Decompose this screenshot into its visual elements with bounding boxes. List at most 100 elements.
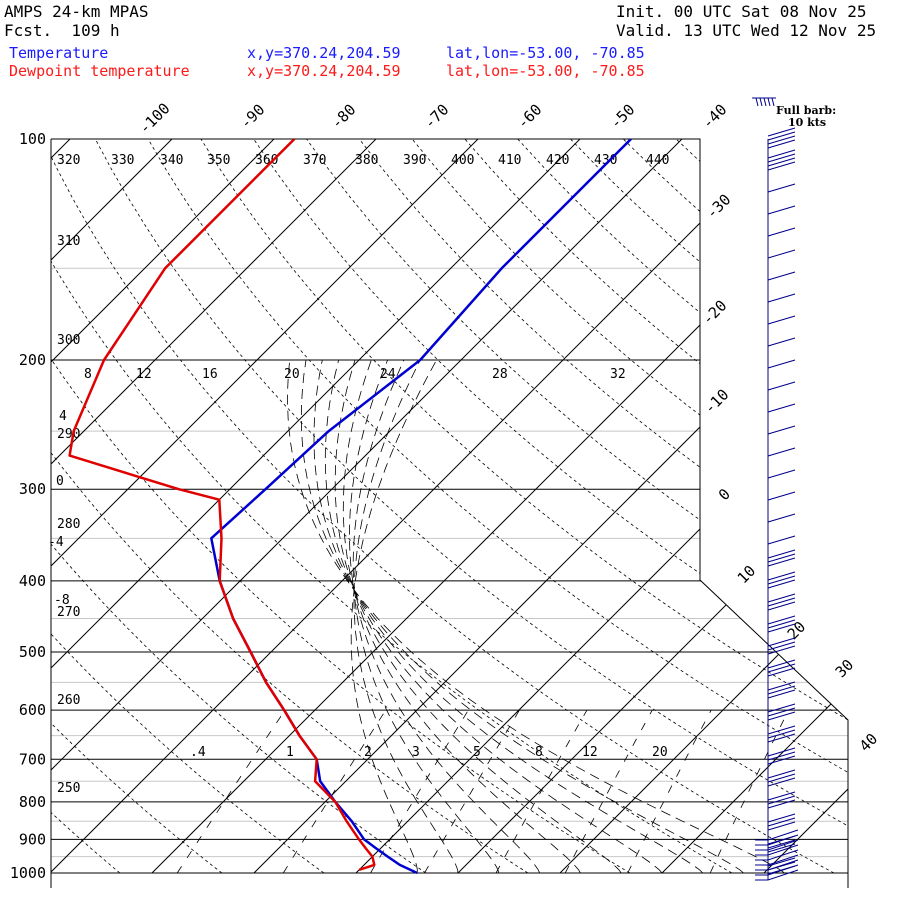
plot-frame [50,138,849,888]
wind-barb [767,681,796,699]
theta-label: 280 [57,517,80,532]
wind-barb [755,849,799,861]
isotherm [51,139,377,874]
dry-adiabat [51,139,121,874]
mixing-ratio-label: 20 [652,745,668,760]
pressure-label: 100 [19,130,46,148]
theta-label: 350 [207,153,230,168]
temperature-tick-label: -40 [699,101,731,133]
wind-barb [767,593,796,611]
theta-label: 370 [303,153,326,168]
theta-label: 330 [111,153,134,168]
theta-label: 340 [160,153,183,168]
mixing-ratio-label: 8 [535,745,543,760]
wind-barb [755,844,799,856]
theta-label: 290 [57,427,80,442]
theta-label: 320 [57,153,80,168]
pressure-label: 400 [19,572,46,590]
wind-barb [767,293,796,303]
wind-barb [767,127,796,149]
temperature-tick-label: -60 [514,101,546,133]
dewpoint-latlon: lat,lon=-53.00, -70.85 [446,62,645,80]
wind-barb [767,571,796,589]
barb-legend-icon [752,97,776,107]
mixing-ratio-label: 2 [364,745,372,760]
wind-barb [767,249,796,259]
temperature-tick-label: 30 [832,656,858,682]
moist-adiabat [313,359,704,874]
theta-label: 310 [57,234,80,249]
temperature-tick-label: 10 [734,562,760,588]
mixing-ratio-label: 1 [286,745,294,760]
isotherm [253,139,848,874]
temperature-tick-label: 20 [784,618,810,644]
wind-barb [767,447,796,457]
mixing-ratio-line [282,709,387,874]
isotherm [457,139,848,874]
dry-adiabat [253,139,848,874]
mixing-ratio-line [709,710,789,874]
dewpoint-profile [68,139,376,871]
wind-barb [767,615,796,633]
isotherm [51,139,275,874]
moist-adiabat-label: -8 [54,593,70,608]
wind-barb [767,491,796,501]
wind-barb [767,469,796,479]
theta-label: 300 [57,333,80,348]
temperature-tick-label: -10 [701,386,733,418]
wind-barb [767,813,796,831]
dry-adiabat [51,139,325,874]
pressure-label: 800 [19,793,46,811]
dewpoint-legend: Dewpoint temperature [9,62,190,80]
wind-barb [767,403,796,413]
wind-barb [755,864,799,876]
dry-adiabat [51,139,529,874]
wind-barb [767,725,796,743]
dry-adiabat [728,139,848,874]
temperature-tick-label: -100 [135,99,173,137]
theta-e-label: 12 [136,367,152,382]
wind-barb [767,205,796,215]
theta-label: 390 [403,153,426,168]
wind-barb [767,513,796,523]
mixing-ratio-line [495,710,588,874]
theta-e-label: 28 [492,367,508,382]
moist-adiabat-label: 4 [59,409,67,424]
theta-label: 410 [498,153,521,168]
isotherm [151,139,848,874]
dry-adiabat [411,139,848,874]
theta-label: 420 [546,153,569,168]
mixing-ratio-line [176,709,286,874]
theta-label: 270 [57,605,80,620]
moist-adiabat-label: -4 [48,535,64,550]
dry-adiabat [51,139,835,874]
wind-barb [755,854,799,866]
pressure-label: 900 [19,830,46,848]
moist-adiabat [352,359,500,874]
dry-adiabat [306,139,848,874]
temperature-tick-label: -20 [699,297,731,329]
theta-label: 260 [57,693,80,708]
theta-e-label: 8 [84,367,92,382]
dry-adiabat [200,139,848,874]
isotherm [51,139,683,874]
moist-adiabat [334,359,622,874]
theta-e-label: 32 [610,367,626,382]
wind-barb [767,425,796,435]
wind-barb [767,637,796,655]
wind-barb [767,549,796,567]
wind-barb [755,829,799,841]
isotherm [661,139,848,874]
theta-label: 360 [255,153,278,168]
isotherm [763,139,848,874]
wind-barb [755,859,799,871]
pressure-label: 1000 [10,864,46,882]
wind-barb [767,149,796,171]
dry-adiabat [51,139,733,874]
wind-barb [767,337,796,347]
isotherm [559,139,848,874]
mixing-ratio-label: 5 [473,745,481,760]
pressure-label: 200 [19,351,46,369]
dry-adiabat [675,139,848,874]
